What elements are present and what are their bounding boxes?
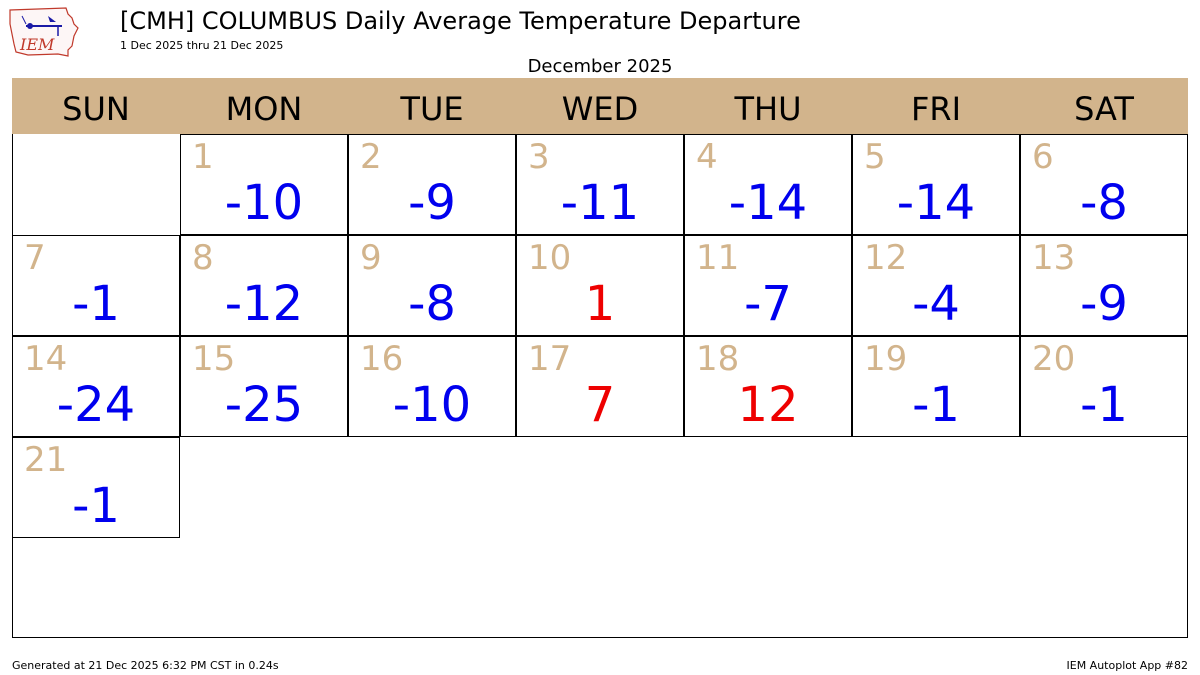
day-cell: 10 1	[516, 235, 684, 336]
departure-value: 7	[584, 377, 616, 433]
day-cell: 12 -4	[852, 235, 1020, 336]
day-number: 4	[696, 137, 718, 177]
generated-footer: Generated at 21 Dec 2025 6:32 PM CST in …	[12, 659, 279, 672]
departure-value: 12	[737, 377, 799, 433]
day-cell: 8 -12	[180, 235, 348, 336]
weekday-label-tue: TUE	[400, 90, 464, 128]
departure-value: -1	[912, 377, 960, 433]
departure-value: -25	[224, 377, 304, 433]
day-cell: 21 -1	[12, 437, 180, 538]
day-cell: 6 -8	[1020, 134, 1188, 235]
day-cell: 18 12	[684, 336, 852, 437]
day-number: 9	[360, 238, 382, 278]
day-number: 8	[192, 238, 214, 278]
day-number: 16	[360, 339, 404, 379]
weekday-header-row	[12, 78, 1188, 134]
chart-subtitle: 1 Dec 2025 thru 21 Dec 2025	[120, 39, 284, 52]
departure-value: -9	[408, 175, 456, 231]
departure-value: -14	[896, 175, 976, 231]
day-cell: 19 -1	[852, 336, 1020, 437]
chart-title: [CMH] COLUMBUS Daily Average Temperature…	[120, 7, 801, 35]
day-number: 11	[696, 238, 740, 278]
weekday-label-wed: WED	[561, 90, 639, 128]
day-cell: 2 -9	[348, 134, 516, 235]
departure-value: -1	[72, 276, 120, 332]
day-cell: 13 -9	[1020, 235, 1188, 336]
departure-value: -4	[912, 276, 960, 332]
day-cell: 20 -1	[1020, 336, 1188, 437]
day-number: 21	[24, 440, 68, 480]
departure-value: -1	[1080, 377, 1128, 433]
day-cell: 16 -10	[348, 336, 516, 437]
day-cell: 11 -7	[684, 235, 852, 336]
day-number: 17	[528, 339, 572, 379]
day-number: 14	[24, 339, 68, 379]
departure-value: -10	[224, 175, 304, 231]
day-cell: 5 -14	[852, 134, 1020, 235]
app-footer: IEM Autoplot App #82	[1066, 659, 1189, 672]
weekday-label-mon: MON	[225, 90, 303, 128]
departure-value: -1	[72, 478, 120, 534]
departure-value: 1	[584, 276, 616, 332]
day-number: 20	[1032, 339, 1076, 379]
weekday-label-fri: FRI	[910, 90, 962, 128]
departure-value: -10	[392, 377, 472, 433]
departure-value: -11	[560, 175, 640, 231]
day-number: 2	[360, 137, 382, 177]
departure-value: -24	[56, 377, 136, 433]
day-number: 3	[528, 137, 550, 177]
day-number: 10	[528, 238, 572, 278]
day-number: 19	[864, 339, 908, 379]
day-cell: 7 -1	[12, 235, 180, 336]
day-cell: 1 -10	[180, 134, 348, 235]
day-cell: 3 -11	[516, 134, 684, 235]
day-cell: 4 -14	[684, 134, 852, 235]
weekday-label-thu: THU	[734, 90, 802, 128]
departure-value: -12	[224, 276, 304, 332]
iowa-outline	[9, 7, 79, 57]
departure-value: -9	[1080, 276, 1128, 332]
day-cell: 17 7	[516, 336, 684, 437]
day-number: 6	[1032, 137, 1054, 177]
weekday-label-sat: SAT	[1074, 90, 1134, 128]
month-label: December 2025	[527, 56, 673, 77]
day-number: 12	[864, 238, 908, 278]
day-number: 15	[192, 339, 236, 379]
logo-text: IEM	[19, 35, 55, 54]
day-cell: 15 -25	[180, 336, 348, 437]
day-number: 1	[192, 137, 214, 177]
day-cell: 14 -24	[12, 336, 180, 437]
day-number: 5	[864, 137, 886, 177]
weekday-label-sun: SUN	[62, 90, 130, 128]
day-number: 18	[696, 339, 740, 379]
departure-value: -14	[728, 175, 808, 231]
day-number: 7	[24, 238, 46, 278]
departure-value: -7	[744, 276, 792, 332]
day-number: 13	[1032, 238, 1076, 278]
day-cell: 9 -8	[348, 235, 516, 336]
iem-logo: IEM	[9, 7, 79, 57]
departure-value: -8	[408, 276, 456, 332]
departure-value: -8	[1080, 175, 1128, 231]
